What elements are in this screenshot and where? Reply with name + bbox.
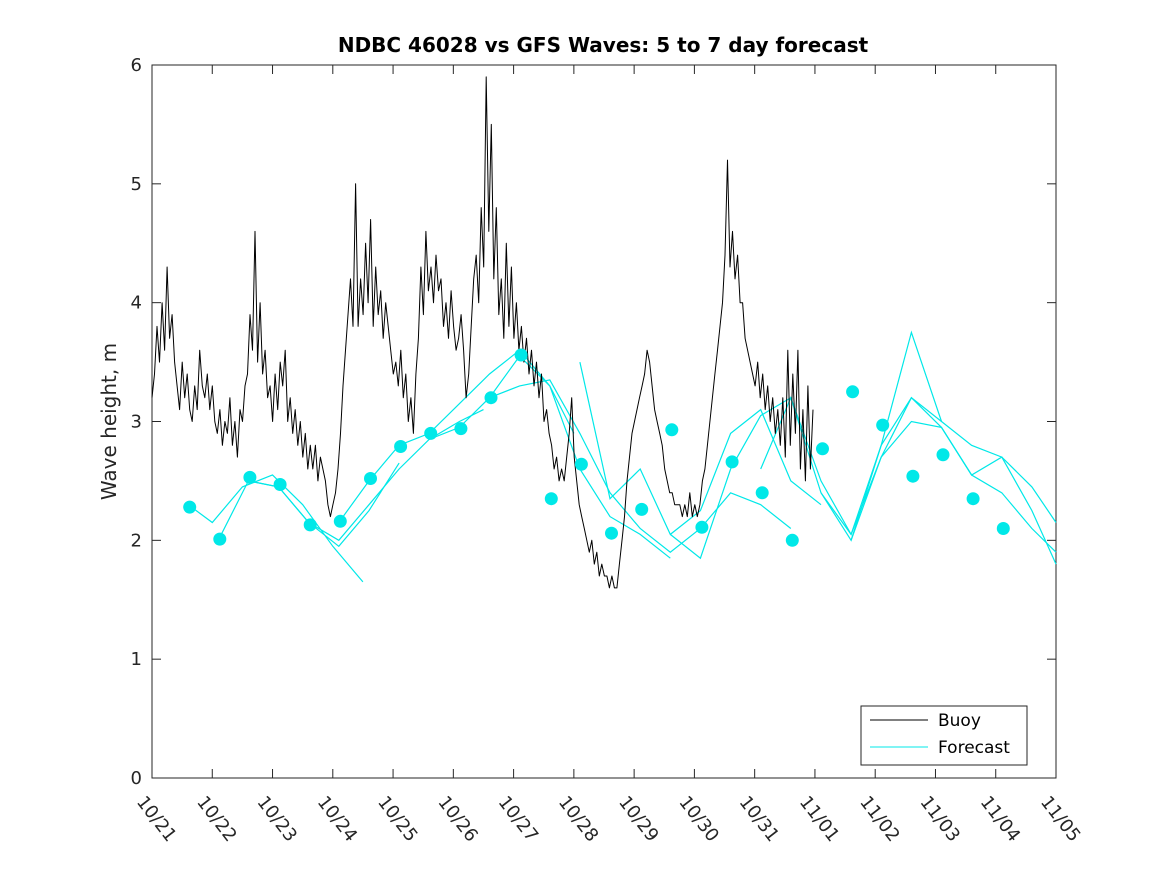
forecast-line-5: [489, 379, 792, 553]
forecast-marker: [996, 522, 1010, 535]
forecast-marker: [876, 418, 890, 432]
forecast-marker: [544, 492, 558, 506]
forecast-marker: [303, 518, 317, 532]
forecast-marker: [635, 502, 649, 516]
forecast-marker: [364, 472, 377, 485]
forecast-marker: [484, 391, 498, 405]
forecast-marker: [725, 455, 739, 469]
y-tick-label: 3: [131, 412, 142, 433]
y-tick-label: 0: [131, 768, 142, 789]
y-tick-label: 2: [131, 530, 142, 551]
forecast-marker: [454, 422, 468, 436]
forecast-line-7: [669, 396, 942, 560]
forecast-marker: [394, 440, 408, 453]
forecast-line-3: [338, 349, 575, 523]
forecast-marker: [273, 478, 287, 491]
forecast-marker: [424, 426, 438, 440]
forecast-lines: [187, 330, 1057, 583]
forecast-marker: [183, 500, 197, 514]
y-axis-label: Wave height, m: [97, 343, 121, 500]
forecast-line-4: [428, 355, 671, 559]
forecast-marker: [213, 532, 227, 546]
forecast-marker: [665, 423, 679, 437]
forecast-marker: [605, 526, 618, 540]
forecast-marker: [243, 470, 257, 484]
forecast-markers: [183, 348, 1010, 547]
forecast-marker: [966, 492, 980, 506]
y-tick-label: 1: [131, 649, 142, 670]
legend: Buoy Forecast: [860, 705, 1028, 766]
forecast-line-10: [850, 420, 1057, 565]
forecast-marker: [816, 442, 829, 456]
forecast-line-0: [187, 474, 364, 583]
buoy-line: [151, 76, 814, 589]
forecast-marker: [333, 514, 347, 528]
forecast-marker: [695, 520, 709, 534]
forecast-marker: [846, 385, 860, 399]
forecast-marker: [574, 457, 588, 471]
y-tick-label: 5: [131, 174, 142, 195]
forecast-marker: [785, 533, 799, 547]
forecast-marker: [906, 469, 920, 483]
forecast-marker: [936, 448, 950, 462]
chart-title: NDBC 46028 vs GFS Waves: 5 to 7 day fore…: [338, 33, 869, 57]
legend-forecast-label: Forecast: [938, 738, 1010, 758]
y-tick-label: 4: [131, 293, 142, 314]
legend-buoy-label: Buoy: [938, 711, 981, 731]
legend-box: [860, 705, 1028, 766]
forecast-marker: [514, 348, 528, 362]
y-axis: 0 1 2 3 4 5 6: [131, 55, 1056, 789]
buoy-series: [151, 76, 814, 589]
forecast-line-2: [248, 409, 484, 542]
axes-box: [151, 64, 1057, 779]
forecast-marker: [755, 486, 769, 500]
y-tick-label: 6: [131, 55, 142, 76]
forecast-line-6: [579, 361, 822, 536]
